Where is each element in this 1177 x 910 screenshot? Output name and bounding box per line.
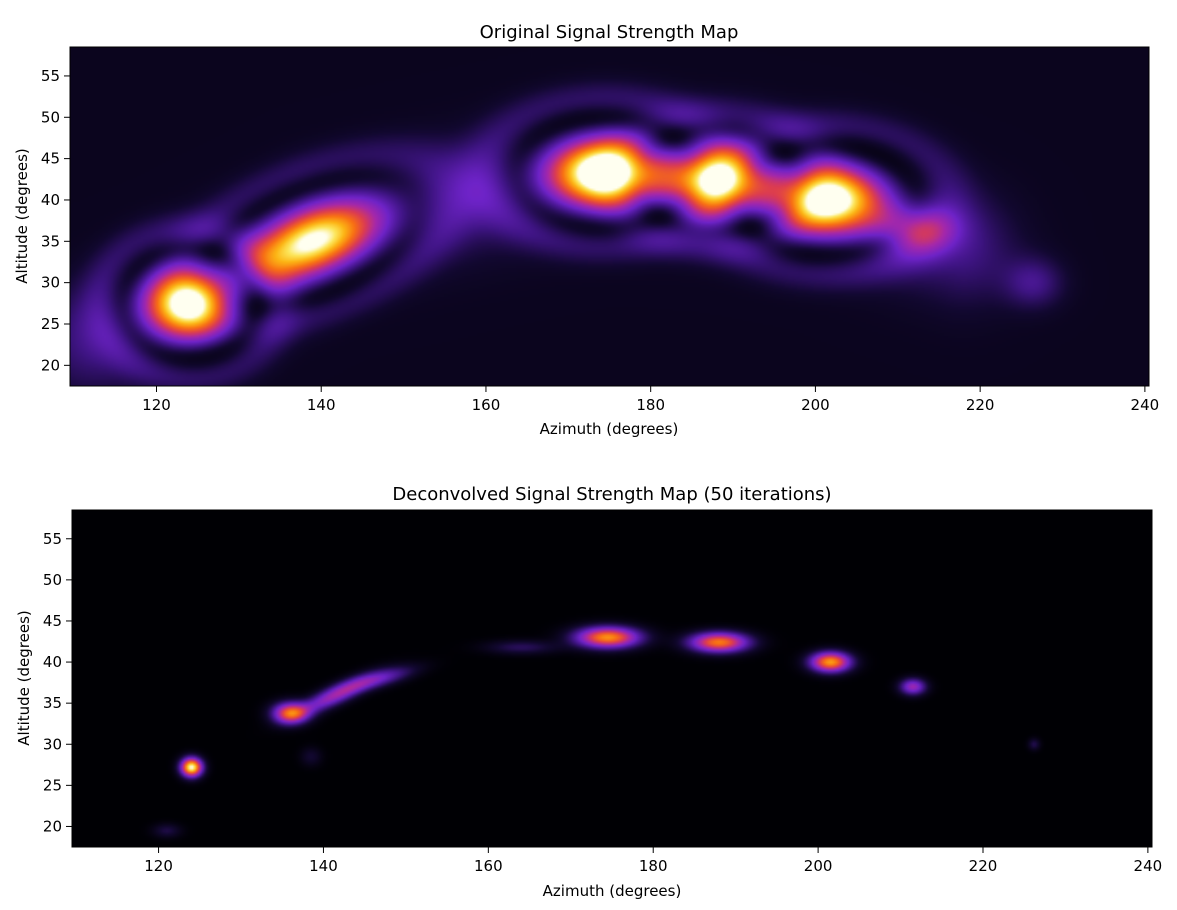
heatmap-image-original [70, 47, 1149, 386]
x-tick-label: 140 [309, 857, 338, 875]
y-tick-label: 25 [41, 315, 60, 333]
y-tick-label: 35 [43, 694, 62, 712]
plot-deconvolved: Deconvolved Signal Strength Map (50 iter… [15, 484, 1162, 900]
x-tick-label: 200 [804, 857, 833, 875]
y-axis-label-deconvolved: Altitude (degrees) [15, 610, 33, 745]
axes-frame-original [69, 46, 1150, 387]
y-tick-label: 40 [43, 653, 62, 671]
x-axis-label-original: Azimuth (degrees) [540, 420, 679, 438]
x-tick-label: 160 [474, 857, 503, 875]
x-tick-label: 120 [144, 857, 173, 875]
x-tick-label: 160 [472, 396, 501, 414]
x-tick-label: 180 [636, 396, 665, 414]
x-tick-label: 220 [966, 396, 995, 414]
x-tick-label: 180 [639, 857, 668, 875]
x-axis-label-deconvolved: Azimuth (degrees) [543, 882, 682, 900]
plot-title-original: Original Signal Strength Map [480, 22, 739, 43]
y-tick-label: 20 [41, 356, 60, 374]
y-axis-label-original: Altitude (degrees) [13, 148, 31, 283]
y-tick-label: 45 [43, 612, 62, 630]
x-axis-deconvolved: 120 140 160 180 200 220 240 [144, 847, 1162, 875]
plot-title-deconvolved: Deconvolved Signal Strength Map (50 iter… [392, 484, 831, 505]
heatmap-image-deconvolved [72, 510, 1152, 847]
x-tick-label: 220 [969, 857, 998, 875]
y-tick-label: 45 [41, 150, 60, 168]
y-axis-original: 20 25 30 35 40 45 50 55 [41, 67, 70, 374]
y-tick-label: 25 [43, 776, 62, 794]
y-tick-label: 30 [43, 735, 62, 753]
y-tick-label: 20 [43, 817, 62, 835]
y-tick-label: 55 [41, 67, 60, 85]
plot-original: Original Signal Strength Map 120 140 160 18… [13, 22, 1159, 438]
x-tick-label: 240 [1134, 857, 1163, 875]
y-tick-label: 55 [43, 530, 62, 548]
y-tick-label: 50 [41, 108, 60, 126]
y-tick-label: 35 [41, 232, 60, 250]
y-tick-label: 30 [41, 274, 60, 292]
x-axis-original: 120 140 160 180 200 220 240 [142, 386, 1159, 414]
y-axis-deconvolved: 20 25 30 35 40 45 50 55 [43, 530, 72, 835]
x-tick-label: 140 [307, 396, 336, 414]
y-tick-label: 50 [43, 571, 62, 589]
y-tick-label: 40 [41, 191, 60, 209]
axes-frame-deconvolved [71, 509, 1153, 848]
x-tick-label: 120 [142, 396, 171, 414]
x-tick-label: 200 [801, 396, 830, 414]
x-tick-label: 240 [1131, 396, 1160, 414]
